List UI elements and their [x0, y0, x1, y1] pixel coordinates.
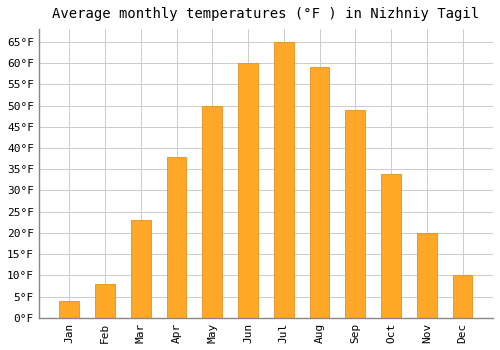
Bar: [346, 110, 365, 318]
Bar: [60, 301, 79, 318]
Bar: [417, 233, 436, 318]
Bar: [274, 42, 293, 318]
Bar: [238, 63, 258, 318]
Title: Average monthly temperatures (°F ) in Nizhniy Tagil: Average monthly temperatures (°F ) in Ni…: [52, 7, 480, 21]
Bar: [131, 220, 150, 318]
Bar: [95, 284, 115, 318]
Bar: [166, 156, 186, 318]
Bar: [452, 275, 472, 318]
Bar: [381, 174, 401, 318]
Bar: [310, 67, 330, 318]
Bar: [202, 106, 222, 318]
